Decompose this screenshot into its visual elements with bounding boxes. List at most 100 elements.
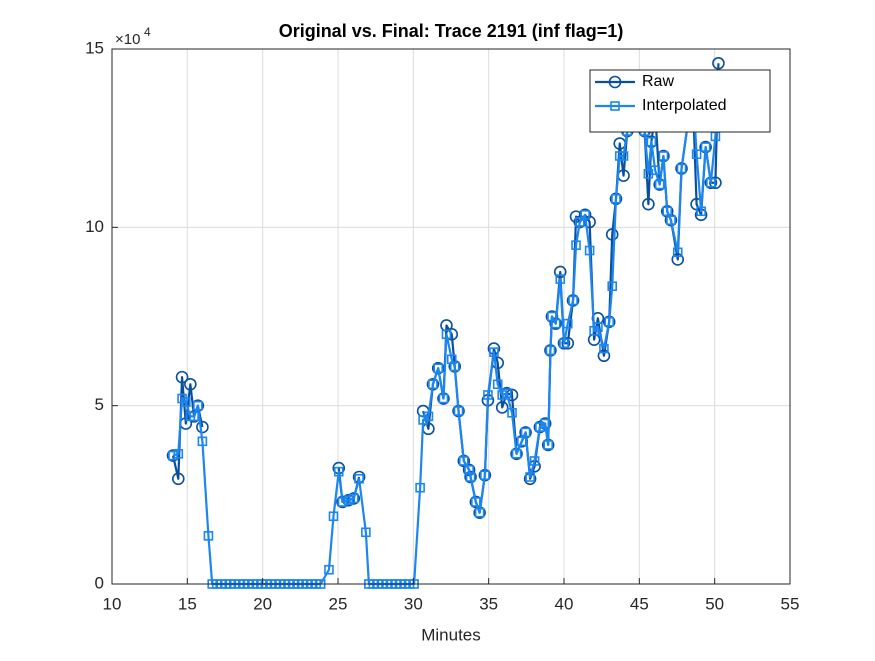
- data-point: [173, 449, 184, 459]
- data-point: [464, 465, 474, 475]
- data-point: [349, 493, 359, 504]
- data-point: [492, 379, 503, 390]
- legend-label: Raw: [642, 73, 674, 90]
- data-point: [611, 194, 621, 204]
- data-point: [696, 206, 706, 217]
- data-point: [662, 206, 673, 217]
- data-point: [433, 363, 443, 374]
- data-point: [550, 318, 561, 329]
- y-exponent: 4: [144, 25, 151, 39]
- data-point: [540, 418, 550, 429]
- y-exponent-base: ×10: [115, 31, 140, 48]
- data-point: [328, 511, 339, 522]
- data-point: [193, 400, 203, 411]
- data-point: [354, 473, 364, 484]
- data-point: [559, 338, 569, 349]
- data-point: [597, 349, 611, 363]
- data-point: [171, 472, 185, 486]
- data-point: [646, 136, 657, 147]
- data-point: [347, 492, 361, 505]
- data-point: [462, 463, 476, 477]
- data-point: [584, 245, 595, 256]
- ticks: 10 15 20 25 30 35 40 45 50 55 0 5 10 15: [85, 38, 799, 613]
- data-point: [545, 345, 556, 356]
- data-point: [449, 361, 460, 372]
- data-point: [520, 427, 531, 438]
- data-point: [604, 317, 615, 327]
- data-point: [605, 228, 619, 241]
- series-lines: [166, 56, 725, 589]
- x-tick-label: 30: [404, 594, 423, 613]
- data-point: [700, 142, 711, 152]
- data-point: [197, 436, 208, 447]
- data-point: [459, 456, 469, 466]
- data-point: [568, 295, 578, 306]
- legend-label: Interpolated: [642, 97, 727, 114]
- x-tick-label: 20: [253, 594, 272, 613]
- data-point: [446, 354, 457, 365]
- data-point: [337, 497, 348, 507]
- data-point: [593, 322, 603, 333]
- data-point: [361, 527, 371, 538]
- data-point: [561, 336, 575, 350]
- data-point: [706, 177, 716, 188]
- data-point: [543, 440, 553, 450]
- data-point: [525, 472, 535, 482]
- y-tick-label: 5: [95, 395, 104, 414]
- data-point: [672, 247, 683, 258]
- data-point: [517, 436, 527, 447]
- chart-title: Original vs. Final: Trace 2191 (inf flag…: [279, 21, 624, 41]
- x-tick-label: 40: [555, 594, 574, 613]
- legend-marker: [610, 101, 620, 111]
- data-point: [501, 388, 512, 398]
- data-point: [181, 397, 191, 407]
- data-point: [203, 531, 214, 541]
- data-point: [343, 495, 354, 505]
- data-point: [489, 347, 499, 357]
- data-point: [676, 163, 687, 174]
- data-point: [654, 179, 665, 190]
- data-point: [650, 165, 660, 176]
- data-point: [480, 470, 490, 481]
- data-point: [507, 407, 517, 418]
- data-point: [642, 197, 655, 211]
- legend-marker: [608, 75, 622, 89]
- data-point: [483, 390, 493, 400]
- data-point: [441, 329, 452, 340]
- axes-box: [111, 48, 791, 585]
- x-tick-label: 15: [178, 594, 197, 613]
- data-point: [666, 215, 676, 225]
- data-point: [166, 449, 180, 462]
- data-point: [618, 151, 629, 161]
- legend: Raw Interpolated: [589, 69, 771, 133]
- data-point: [671, 253, 685, 266]
- data-point: [599, 343, 609, 354]
- y-tick-label: 15: [85, 38, 104, 57]
- data-point: [168, 450, 178, 461]
- data-point: [464, 470, 477, 484]
- data-point: [196, 420, 209, 434]
- data-point: [691, 149, 702, 160]
- y-tick-label: 10: [85, 217, 104, 236]
- x-tick-label: 55: [781, 594, 800, 613]
- x-tick-label: 35: [479, 594, 498, 613]
- data-point: [575, 217, 585, 227]
- data-point: [189, 411, 199, 422]
- data-point: [423, 411, 434, 422]
- data-point: [712, 56, 725, 70]
- x-tick-label: 25: [329, 594, 348, 613]
- data-point: [658, 151, 669, 161]
- data-point: [471, 497, 481, 507]
- x-tick-label: 10: [103, 594, 122, 613]
- x-tick-label: 45: [630, 594, 649, 613]
- data-point: [333, 466, 344, 477]
- data-point: [571, 240, 581, 250]
- x-axis-label: Minutes: [421, 625, 481, 644]
- data-point: [415, 482, 425, 493]
- y-tick-label: 0: [95, 573, 104, 592]
- data-point: [553, 265, 567, 279]
- x-tick-label: 50: [705, 594, 724, 613]
- data-point: [175, 370, 189, 384]
- data-point: [555, 274, 566, 284]
